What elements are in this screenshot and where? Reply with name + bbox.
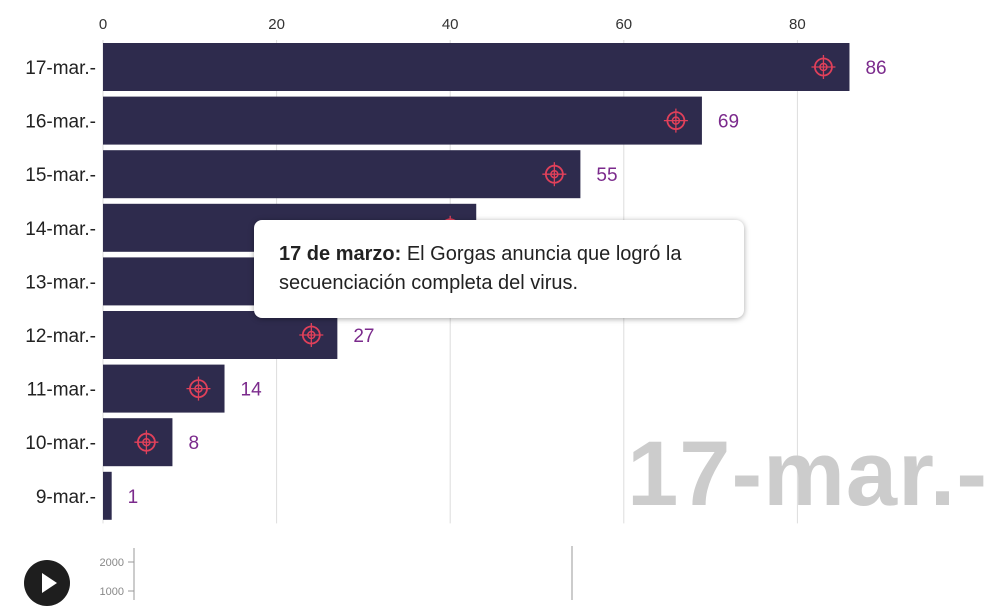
category-label: 14-mar.- (25, 219, 96, 240)
value-label: 86 (865, 58, 886, 79)
value-label: 14 (241, 380, 263, 401)
category-label: 17-mar.- (25, 58, 96, 79)
current-date-watermark: 17-mar.- (627, 423, 988, 525)
target-marker (134, 430, 159, 455)
x-tick-label: 0 (99, 16, 107, 33)
x-tick-label: 40 (442, 16, 459, 33)
value-label: 27 (353, 326, 374, 347)
category-label: 12-mar.- (25, 326, 96, 347)
tooltip-text: El Gorgas anuncia que logró la secuencia… (279, 243, 682, 294)
play-button[interactable] (24, 560, 70, 606)
target-marker (299, 323, 324, 347)
bar (103, 150, 581, 199)
x-tick-label: 60 (615, 16, 632, 33)
mini-tick-label: 2000 (100, 557, 124, 569)
category-label: 11-mar.- (27, 380, 96, 401)
category-label: 9-mar.- (36, 487, 96, 508)
target-marker (811, 55, 836, 79)
x-axis-ticks: 0 20 40 60 80 (99, 16, 806, 33)
labels: 17-mar.- 86 16-mar.- 69 15-mar.- 55 14-mar.- 13… (25, 58, 886, 508)
value-label: 55 (596, 165, 617, 186)
x-tick-label: 20 (268, 16, 285, 33)
category-label: 15-mar.- (25, 165, 96, 186)
value-label: 1 (128, 487, 139, 508)
play-icon (42, 573, 57, 593)
bar (103, 311, 338, 359)
mini-tick-label: 1000 (100, 586, 124, 598)
event-tooltip: 17 de marzo: El Gorgas anuncia que logró… (254, 220, 744, 318)
target-marker (663, 108, 688, 133)
value-label: 69 (718, 112, 739, 133)
category-label: 10-mar.- (25, 433, 96, 454)
bar (103, 43, 850, 91)
mini-timeline-chart[interactable]: 2000 1000 (100, 546, 573, 600)
tooltip-date: 17 de marzo: (279, 243, 402, 265)
category-label: 16-mar.- (25, 112, 96, 133)
target-marker (186, 376, 211, 401)
category-label: 13-mar.- (25, 272, 96, 293)
value-label: 8 (188, 433, 199, 454)
bar (103, 471, 112, 520)
target-marker (542, 162, 567, 187)
x-tick-label: 80 (789, 16, 806, 33)
bar (103, 96, 702, 145)
